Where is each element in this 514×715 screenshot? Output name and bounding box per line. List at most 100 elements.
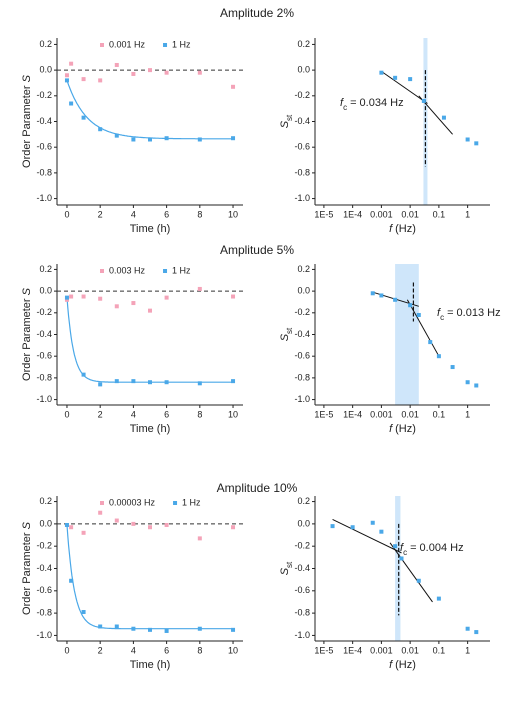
y-tick-label: -0.4 bbox=[294, 563, 310, 573]
fit-line bbox=[406, 299, 440, 357]
data-point bbox=[98, 382, 103, 387]
x-axis-label: Time (h) bbox=[130, 223, 171, 235]
data-point bbox=[81, 115, 86, 120]
x-axis-label: Time (h) bbox=[130, 659, 171, 671]
x-tick-label: 0.001 bbox=[370, 645, 393, 655]
data-point bbox=[148, 137, 152, 142]
data-point bbox=[114, 62, 119, 67]
data-point bbox=[81, 77, 86, 82]
legend-label: 1 Hz bbox=[172, 39, 191, 49]
label-symbol: S bbox=[21, 74, 33, 82]
y-tick-label: -0.8 bbox=[36, 167, 52, 177]
label-text: Order Parameter bbox=[21, 298, 33, 381]
data-point bbox=[148, 380, 152, 385]
y-tick-label: 0.0 bbox=[297, 518, 310, 528]
legend-label: 1 Hz bbox=[182, 497, 201, 507]
data-point bbox=[231, 379, 236, 384]
label-sub: c bbox=[440, 313, 444, 322]
x-tick-label: 1E-4 bbox=[343, 645, 362, 655]
y-tick-label: -0.6 bbox=[36, 142, 52, 152]
x-tick-label: 8 bbox=[197, 645, 202, 655]
data-point bbox=[408, 303, 413, 308]
data-point bbox=[164, 295, 169, 300]
y-tick-label: 0.0 bbox=[39, 285, 52, 295]
x-tick-label: 0.001 bbox=[370, 209, 393, 219]
y-tick-label: -1.0 bbox=[36, 394, 52, 404]
x-tick-label: 2 bbox=[98, 409, 103, 419]
x-tick-label: 0.01 bbox=[401, 209, 419, 219]
data-point bbox=[436, 354, 441, 359]
y-tick-label: -1.0 bbox=[36, 630, 52, 640]
data-point bbox=[350, 525, 355, 530]
y-tick-label: -0.6 bbox=[294, 585, 310, 595]
x-tick-label: 0 bbox=[64, 209, 69, 219]
x-tick-label: 6 bbox=[164, 645, 169, 655]
data-point bbox=[81, 372, 86, 377]
legend-marker bbox=[100, 501, 104, 505]
x-tick-label: 10 bbox=[228, 645, 238, 655]
data-point bbox=[64, 523, 69, 527]
data-point bbox=[148, 68, 152, 73]
data-point bbox=[64, 297, 69, 302]
y-axis-label: Sst bbox=[279, 561, 294, 575]
x-tick-label: 10 bbox=[228, 209, 238, 219]
x-tick-label: 1E-5 bbox=[314, 645, 333, 655]
y-tick-label: -0.6 bbox=[36, 351, 52, 361]
x-axis-label: Time (h) bbox=[130, 423, 171, 435]
data-point bbox=[231, 627, 236, 632]
label-text: = 0.013 Hz bbox=[447, 307, 501, 319]
panel-title: Amplitude 10% bbox=[217, 481, 298, 495]
legend-marker bbox=[173, 501, 178, 505]
data-point bbox=[197, 626, 202, 631]
y-tick-label: -0.2 bbox=[36, 307, 52, 317]
x-tick-label: 0.01 bbox=[401, 645, 419, 655]
annotation: fc = 0.013 Hz bbox=[437, 307, 501, 322]
y-tick-label: -0.2 bbox=[294, 307, 310, 317]
label-symbol: S bbox=[279, 333, 291, 341]
legend-marker bbox=[163, 43, 168, 47]
y-tick-label: 0.2 bbox=[39, 496, 52, 506]
data-point bbox=[465, 137, 470, 142]
x-tick-label: 0.01 bbox=[401, 409, 419, 419]
x-tick-label: 1E-5 bbox=[314, 209, 333, 219]
annotation: fc = 0.034 Hz bbox=[340, 97, 404, 112]
data-point bbox=[197, 381, 202, 386]
data-point bbox=[197, 286, 202, 291]
x-tick-label: 8 bbox=[197, 409, 202, 419]
data-point bbox=[474, 383, 479, 388]
y-tick-label: -0.4 bbox=[36, 116, 52, 126]
y-axis-label: Order Parameter S bbox=[21, 74, 33, 168]
y-tick-label: -1.0 bbox=[36, 193, 52, 203]
label-text: = 0.034 Hz bbox=[350, 97, 404, 109]
data-point bbox=[98, 510, 103, 515]
cutoff-band bbox=[395, 264, 419, 405]
y-tick-label: -0.6 bbox=[36, 585, 52, 595]
x-tick-label: 0.1 bbox=[433, 409, 446, 419]
x-tick-label: 0 bbox=[64, 409, 69, 419]
annotation: fc = 0.004 Hz bbox=[400, 542, 464, 557]
panel-title: Amplitude 5% bbox=[220, 243, 294, 257]
data-point bbox=[131, 71, 136, 76]
label-symbol: f bbox=[389, 659, 393, 671]
data-point bbox=[64, 73, 69, 78]
x-tick-label: 0.1 bbox=[433, 209, 446, 219]
label-symbol: S bbox=[21, 287, 33, 295]
data-point bbox=[428, 340, 433, 345]
data-point bbox=[164, 380, 169, 385]
data-point bbox=[231, 136, 236, 141]
y-tick-label: -0.2 bbox=[36, 541, 52, 551]
label-symbol: f bbox=[340, 97, 344, 109]
label-symbol: S bbox=[279, 120, 291, 128]
data-point bbox=[465, 380, 470, 385]
x-tick-label: 4 bbox=[131, 645, 136, 655]
data-point bbox=[98, 296, 103, 301]
x-axis-label: f (Hz) bbox=[389, 223, 416, 235]
label-sub: st bbox=[285, 561, 294, 568]
fit-line bbox=[389, 542, 433, 603]
y-tick-label: -0.2 bbox=[294, 541, 310, 551]
data-point bbox=[197, 70, 202, 75]
label-sub: c bbox=[403, 548, 407, 557]
cutoff-band bbox=[395, 496, 401, 641]
label-symbol: S bbox=[279, 567, 291, 575]
label-symbol: f bbox=[437, 307, 441, 319]
